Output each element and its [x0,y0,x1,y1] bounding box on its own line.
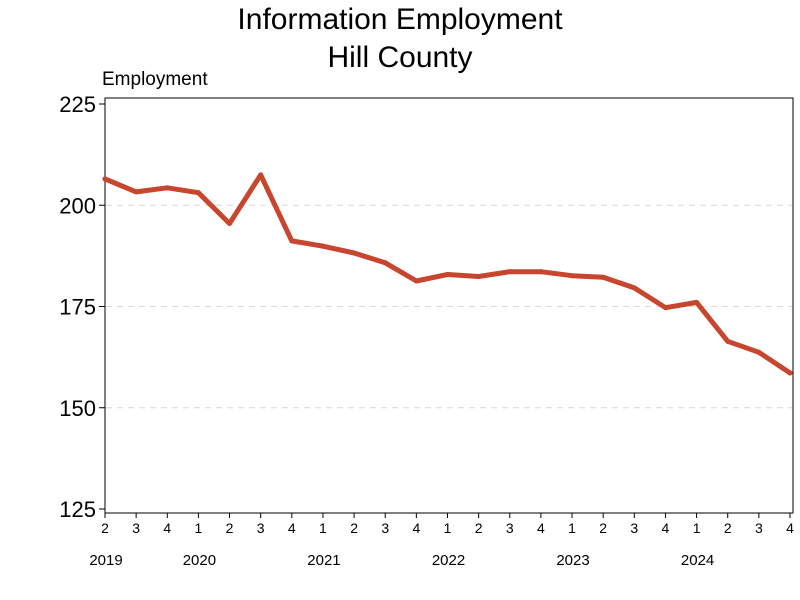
x-tick-label: 2 [226,520,234,536]
plot-area-frame [104,97,794,514]
y-tick-label: 225 [59,92,96,117]
data-point [725,338,731,344]
x-tick-label: 1 [568,520,576,536]
data-point [507,269,513,275]
x-tick-label: 3 [257,520,265,536]
x-tick-label: 3 [630,520,638,536]
x-tick-label: 4 [537,520,545,536]
y-tick-label: 150 [59,396,96,421]
data-point [289,238,295,244]
x-tick-label: 2 [350,520,358,536]
data-point [631,285,637,291]
x-tick-label: 2 [475,520,483,536]
data-point [694,299,700,305]
x-tick-label: 1 [319,520,327,536]
data-point [445,272,450,278]
x-tick-label: 4 [163,520,171,536]
y-tick-label: 175 [59,295,96,320]
x-axis: 2 3 4 1 2 3 4 1 2 3 4 1 2 3 4 1 2 3 4 1 2 3 4 2019 2020 2021 2022 2… [89,513,794,569]
series-layer [102,172,793,376]
data-point [227,220,233,226]
data-point [320,243,326,249]
year-label: 2021 [307,552,340,569]
chart-title-line-2: Hill County [327,41,473,74]
data-point [195,190,201,196]
data-point [102,176,108,182]
year-label: 2022 [432,552,465,569]
data-point [382,260,388,266]
x-tick-label: 2 [599,520,607,536]
data-point [351,250,357,256]
x-tick-label: 1 [195,520,203,536]
y-tick-label: 125 [59,497,96,522]
data-point [600,274,606,280]
x-tick-label: 3 [381,520,389,536]
chart-title-line-1: Information Employment [237,3,563,36]
y-axis: 125 150 175 200 225 [59,92,105,522]
data-point [569,273,575,279]
gridlines [106,204,792,409]
data-point [787,370,793,376]
data-point [413,278,419,284]
year-label: 2019 [89,552,122,569]
x-tick-label: 3 [506,520,514,536]
data-point [756,349,762,355]
data-point [133,189,139,195]
year-label: 2023 [556,552,589,569]
y-tick-label: 200 [59,193,96,218]
x-tick-label: 1 [693,520,701,536]
y-axis-label: Employment [102,69,208,90]
data-point [538,269,544,275]
x-tick-label: 4 [786,520,794,536]
data-point [476,274,482,280]
year-label: 2020 [183,552,216,569]
x-tick-label: 4 [412,520,420,536]
x-tick-label: 3 [755,520,763,536]
data-point [662,305,668,311]
x-tick-label: 4 [288,520,296,536]
x-tick-label: 2 [724,520,732,536]
x-tick-label: 1 [444,520,452,536]
x-tick-label: 2 [101,520,109,536]
year-label: 2024 [681,552,714,569]
x-tick-label: 4 [662,520,670,536]
data-point [258,172,264,178]
data-point [164,185,170,191]
x-tick-label: 3 [132,520,140,536]
